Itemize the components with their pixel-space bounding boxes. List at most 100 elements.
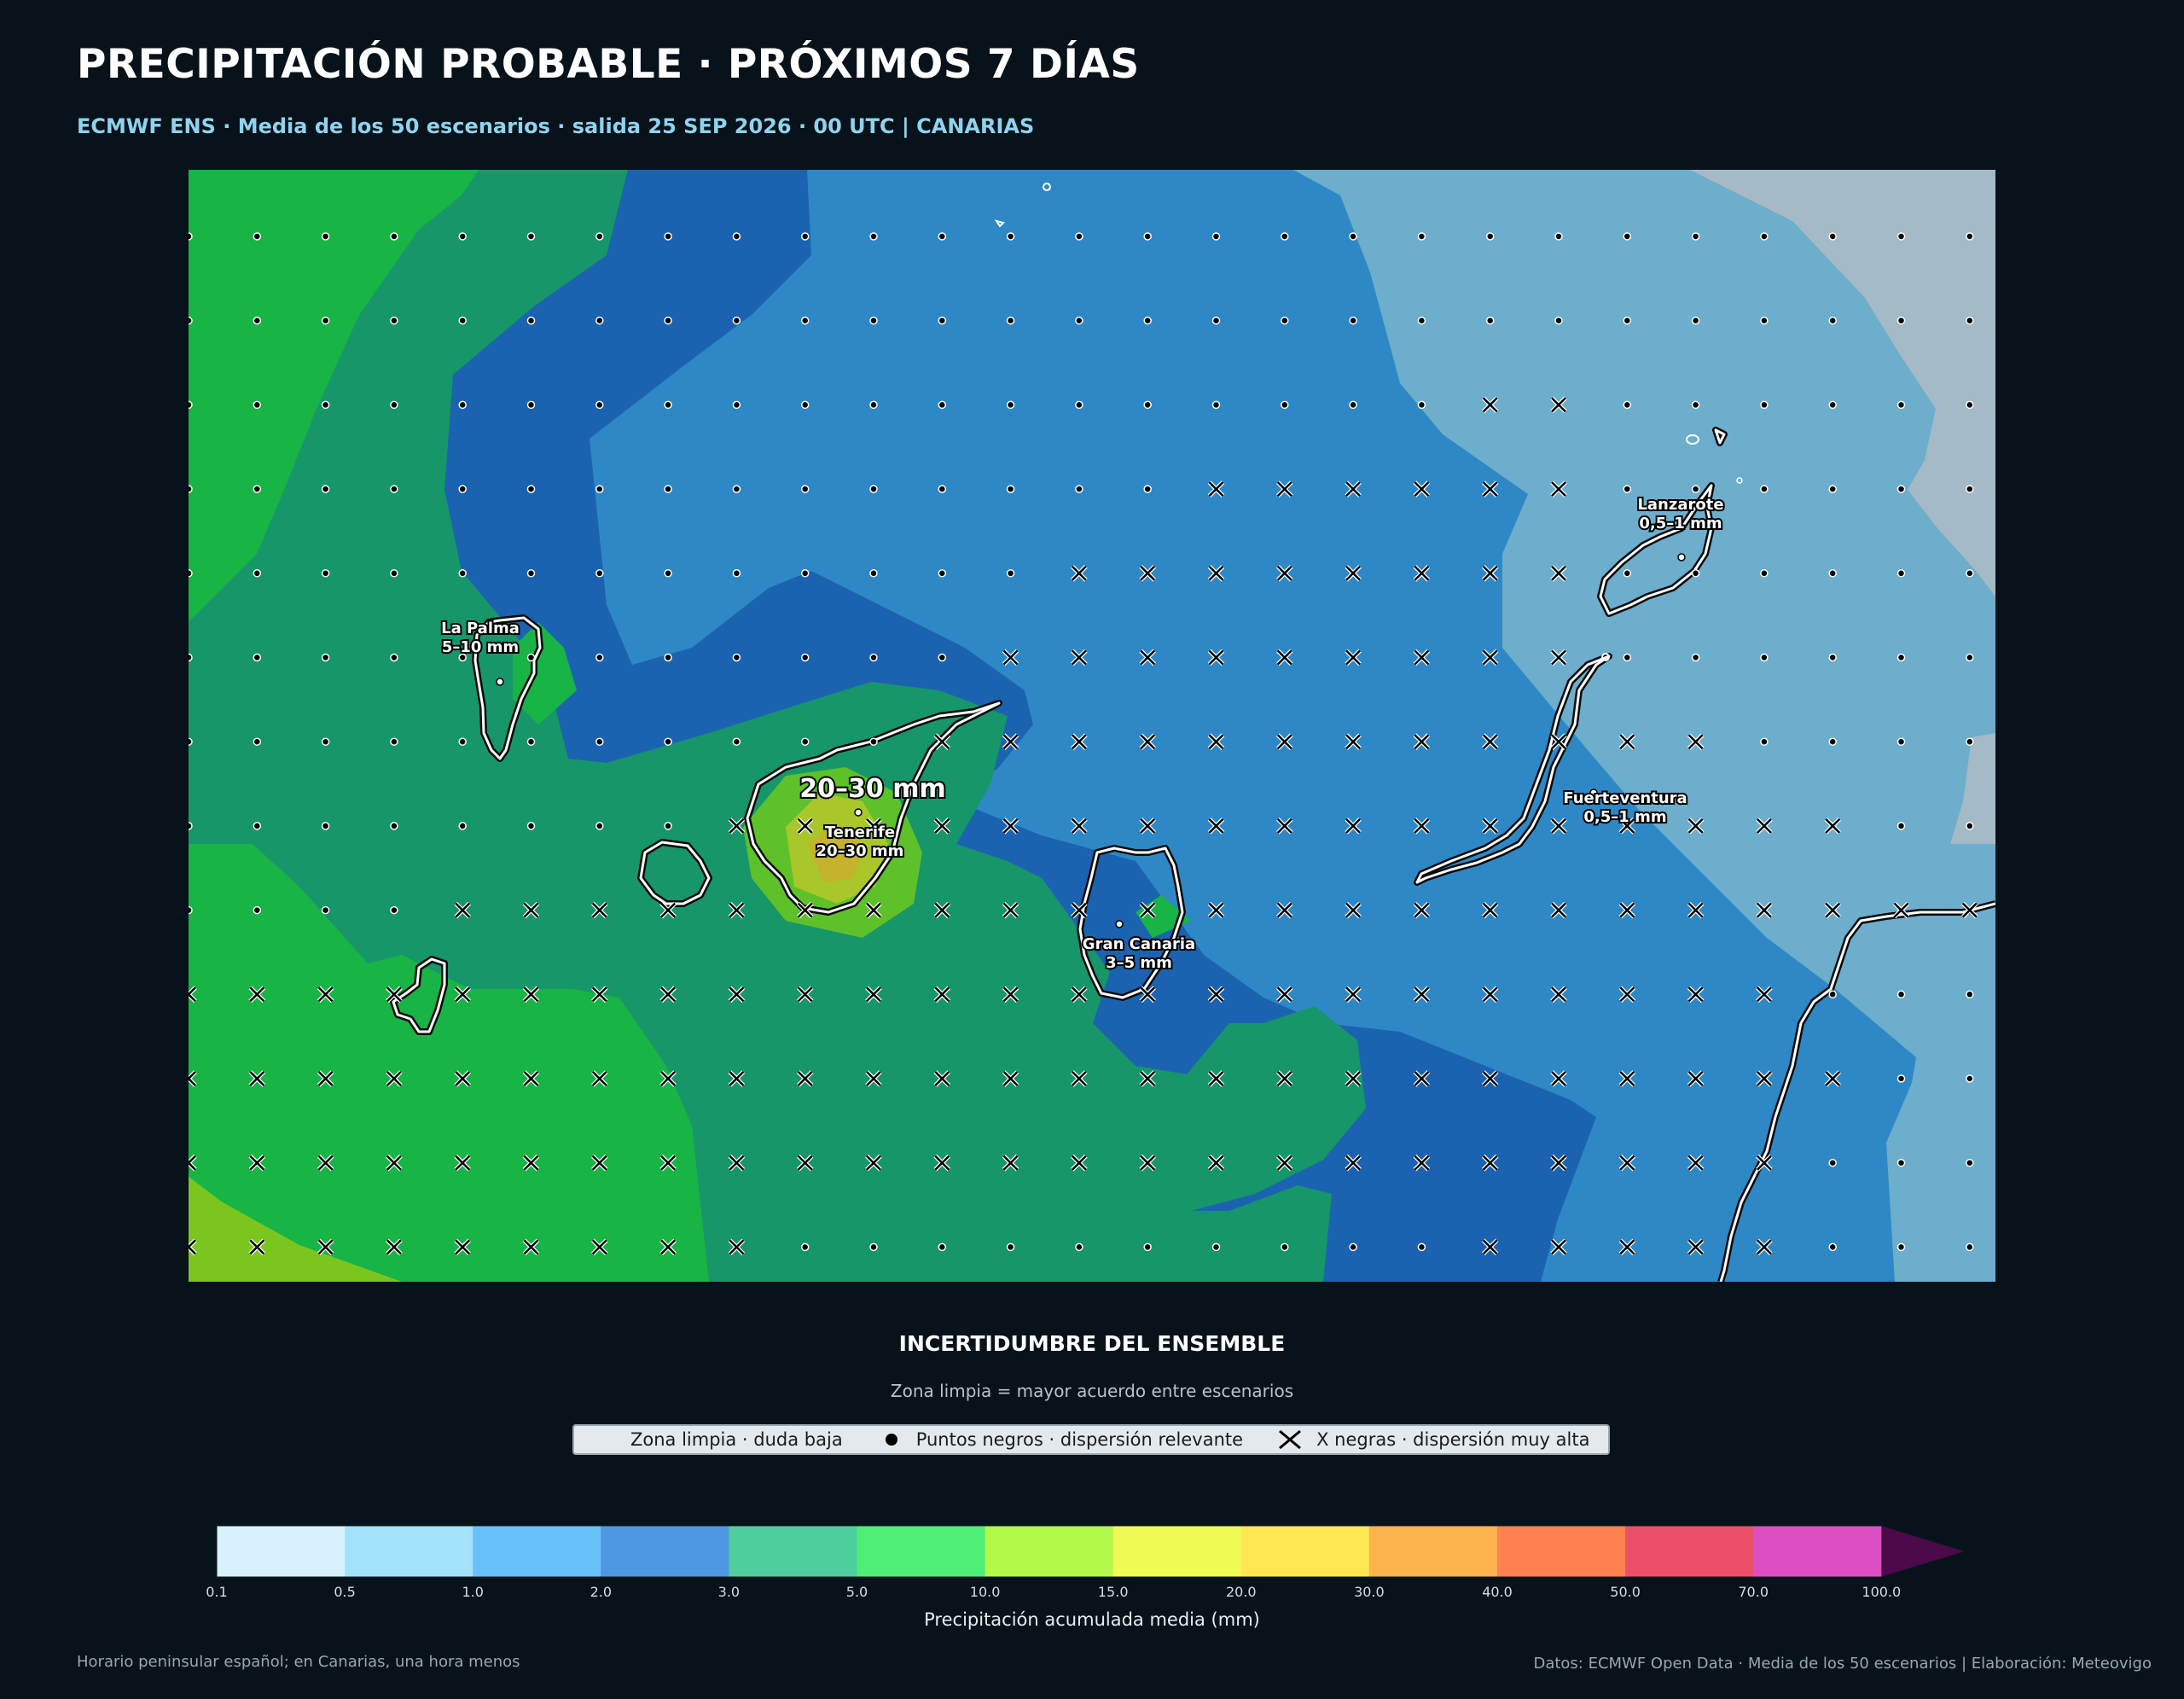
dot-marker: [1143, 316, 1152, 325]
colorbar-segment: [1368, 1526, 1498, 1577]
dot-marker: [938, 400, 947, 410]
x-marker: [189, 986, 197, 1004]
dot-marker: [595, 569, 604, 578]
zone-green-lapalma: [513, 622, 577, 724]
colorbar-tick-label: 30.0: [1354, 1584, 1385, 1600]
tenerife-value: 20–30 mm: [816, 842, 904, 860]
dot-marker: [1760, 737, 1769, 746]
dot-marker: [869, 316, 878, 325]
x-marker: [1276, 649, 1293, 666]
footer-note: Horario peninsular español; en Canarias,…: [77, 1653, 520, 1671]
x-marker: [659, 1070, 677, 1087]
zone-grey-notch: [1950, 733, 1995, 844]
dot-marker: [595, 653, 604, 662]
dot-marker: [1623, 316, 1632, 325]
dot-marker: [800, 569, 810, 578]
x-marker: [1687, 1154, 1705, 1172]
x-marker: [1207, 986, 1225, 1004]
x-marker: [1276, 986, 1293, 1004]
x-marker-icon: [1279, 1429, 1302, 1450]
dot-marker: [458, 569, 467, 578]
dot-marker: [1143, 1242, 1152, 1252]
x-marker: [659, 986, 677, 1004]
x-marker: [1207, 565, 1225, 582]
zone-green-sw: [189, 844, 709, 1282]
colorbar-tick-label: 0.5: [334, 1584, 356, 1600]
dot-marker: [1760, 316, 1769, 325]
dot-marker: [1211, 316, 1221, 325]
dot-marker: [1006, 569, 1015, 578]
dot-marker: [189, 737, 193, 746]
colorbar-outline: [217, 1526, 1967, 1578]
x-marker: [1345, 901, 1362, 919]
x-marker: [1550, 565, 1567, 582]
colorbar-segment: [473, 1526, 601, 1577]
x-marker: [386, 1238, 403, 1256]
x-marker: [1824, 901, 1841, 919]
x-marker: [1824, 1070, 1841, 1087]
x-marker: [1139, 817, 1156, 835]
x-marker: [1413, 1154, 1431, 1172]
dot-marker: [938, 232, 947, 241]
colorbar-segment: [1625, 1526, 1754, 1577]
x-marker: [1618, 1154, 1636, 1172]
page-subtitle: ECMWF ENS · Media de los 50 escenarios ·…: [77, 114, 1035, 138]
dot-marker: [800, 653, 810, 662]
dot-marker: [595, 485, 604, 493]
dot-marker: [321, 400, 330, 410]
x-marker: [1481, 480, 1499, 497]
x-marker: [1550, 986, 1567, 1004]
footer-credits: Datos: ECMWF Open Data · Media de los 50…: [1533, 1655, 2152, 1673]
dot-marker: [1006, 400, 1015, 410]
x-marker: [1002, 733, 1019, 750]
x-marker: [659, 1238, 677, 1256]
dot-marker: [1896, 485, 1906, 493]
x-marker: [591, 901, 608, 919]
dot-marker: [390, 316, 398, 325]
dot-marker: [1554, 232, 1563, 241]
x-marker: [1207, 480, 1225, 497]
dot-marker: [1211, 1242, 1221, 1252]
uncertainty-legend-subtitle: Zona limpia = mayor acuerdo entre escena…: [890, 1381, 1294, 1401]
dot-marker: [1075, 1242, 1083, 1252]
x-marker: [386, 1070, 403, 1087]
grancanaria-value: 3–5 mm: [1106, 954, 1172, 972]
x-marker: [865, 1070, 882, 1087]
x-marker: [1824, 817, 1841, 835]
dot-marker: [1828, 1158, 1837, 1167]
x-marker: [454, 1238, 471, 1256]
dot-marker: [1966, 1158, 1974, 1167]
dot-marker: [664, 232, 672, 241]
dot-marker: [253, 905, 262, 915]
dot-marker: [1828, 1242, 1837, 1252]
dot-marker: [1828, 485, 1837, 493]
dot-marker: [869, 653, 878, 662]
colorbar-segment: [601, 1526, 729, 1577]
x-marker: [1071, 733, 1088, 750]
x-marker: [189, 1238, 197, 1256]
x-marker: [1139, 1070, 1156, 1087]
colorbar-tick-label: 100.0: [1862, 1584, 1902, 1600]
x-marker: [1139, 733, 1156, 750]
colorbar-segment: [1112, 1526, 1242, 1577]
dot-marker: [458, 400, 467, 410]
x-marker: [1071, 986, 1088, 1004]
dot-marker: [1281, 232, 1289, 241]
x-marker: [1481, 986, 1499, 1004]
x-marker: [1550, 733, 1567, 750]
x-marker: [1345, 649, 1362, 666]
x-marker: [1413, 817, 1431, 835]
x-marker: [522, 1238, 540, 1256]
x-marker: [1481, 901, 1499, 919]
x-marker: [1207, 733, 1225, 750]
dot-marker: [390, 653, 398, 662]
dot-marker: [1143, 485, 1152, 493]
x-marker: [1345, 480, 1362, 497]
dot-marker: [1691, 569, 1700, 578]
colorbar-label: Precipitación acumulada media (mm): [924, 1609, 1260, 1630]
x-marker: [933, 733, 951, 750]
x-marker: [1756, 901, 1773, 919]
x-marker: [1276, 480, 1293, 497]
dot-marker-icon: [885, 1434, 897, 1446]
colorbar-extend-arrow: [1881, 1526, 1966, 1577]
